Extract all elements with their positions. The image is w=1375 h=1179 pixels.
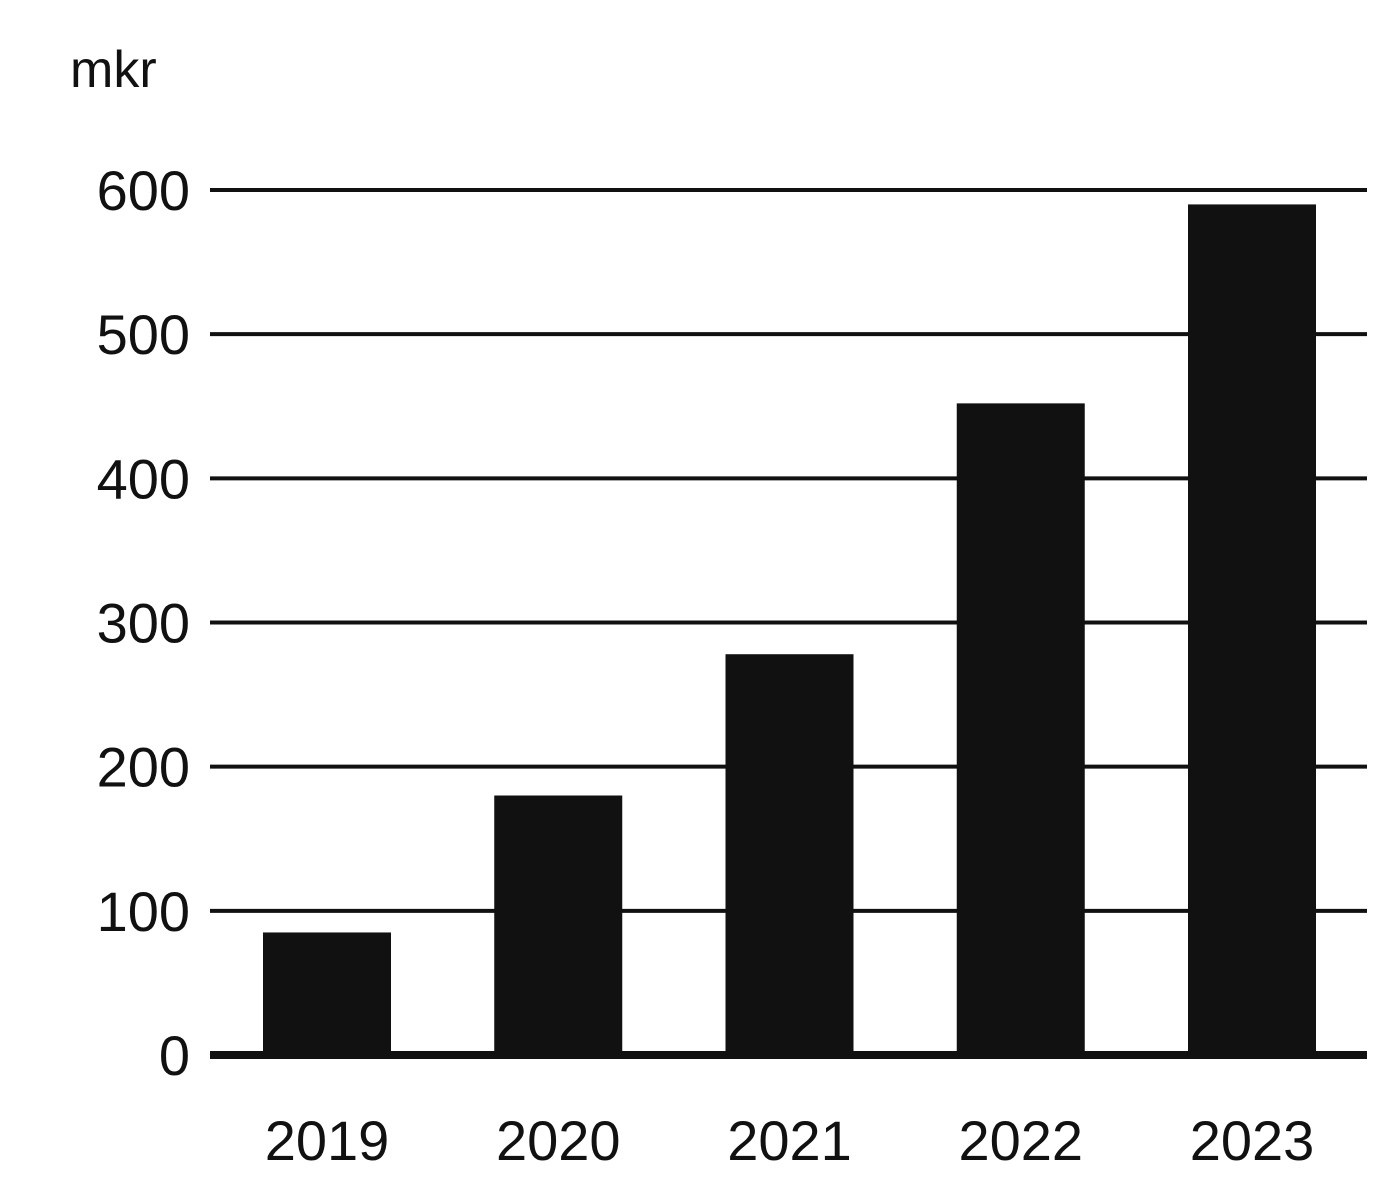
y-tick-label: 500 bbox=[97, 303, 190, 366]
x-tick-label: 2022 bbox=[958, 1109, 1083, 1172]
x-tick-label: 2019 bbox=[265, 1109, 390, 1172]
bar-2023 bbox=[1188, 204, 1316, 1055]
bar-2020 bbox=[494, 795, 623, 1055]
y-tick-label: 300 bbox=[97, 592, 190, 655]
x-tick-labels: 2019 2020 2021 2022 2023 bbox=[265, 1109, 1315, 1172]
bar-2022 bbox=[956, 403, 1085, 1055]
y-axis-unit-label: mkr bbox=[70, 41, 157, 99]
y-tick-label: 100 bbox=[97, 880, 190, 943]
bars bbox=[263, 204, 1316, 1055]
bar-2019 bbox=[263, 932, 391, 1055]
y-tick-label: 0 bbox=[159, 1024, 190, 1087]
x-tick-label: 2023 bbox=[1190, 1109, 1315, 1172]
y-tick-label: 200 bbox=[97, 736, 190, 799]
x-tick-label: 2020 bbox=[496, 1109, 621, 1172]
bar-2021 bbox=[725, 654, 854, 1055]
y-tick-labels: 0 100 200 300 400 500 600 bbox=[97, 159, 190, 1087]
y-tick-label: 600 bbox=[97, 159, 190, 222]
x-tick-label: 2021 bbox=[727, 1109, 852, 1172]
y-tick-label: 400 bbox=[97, 447, 190, 510]
